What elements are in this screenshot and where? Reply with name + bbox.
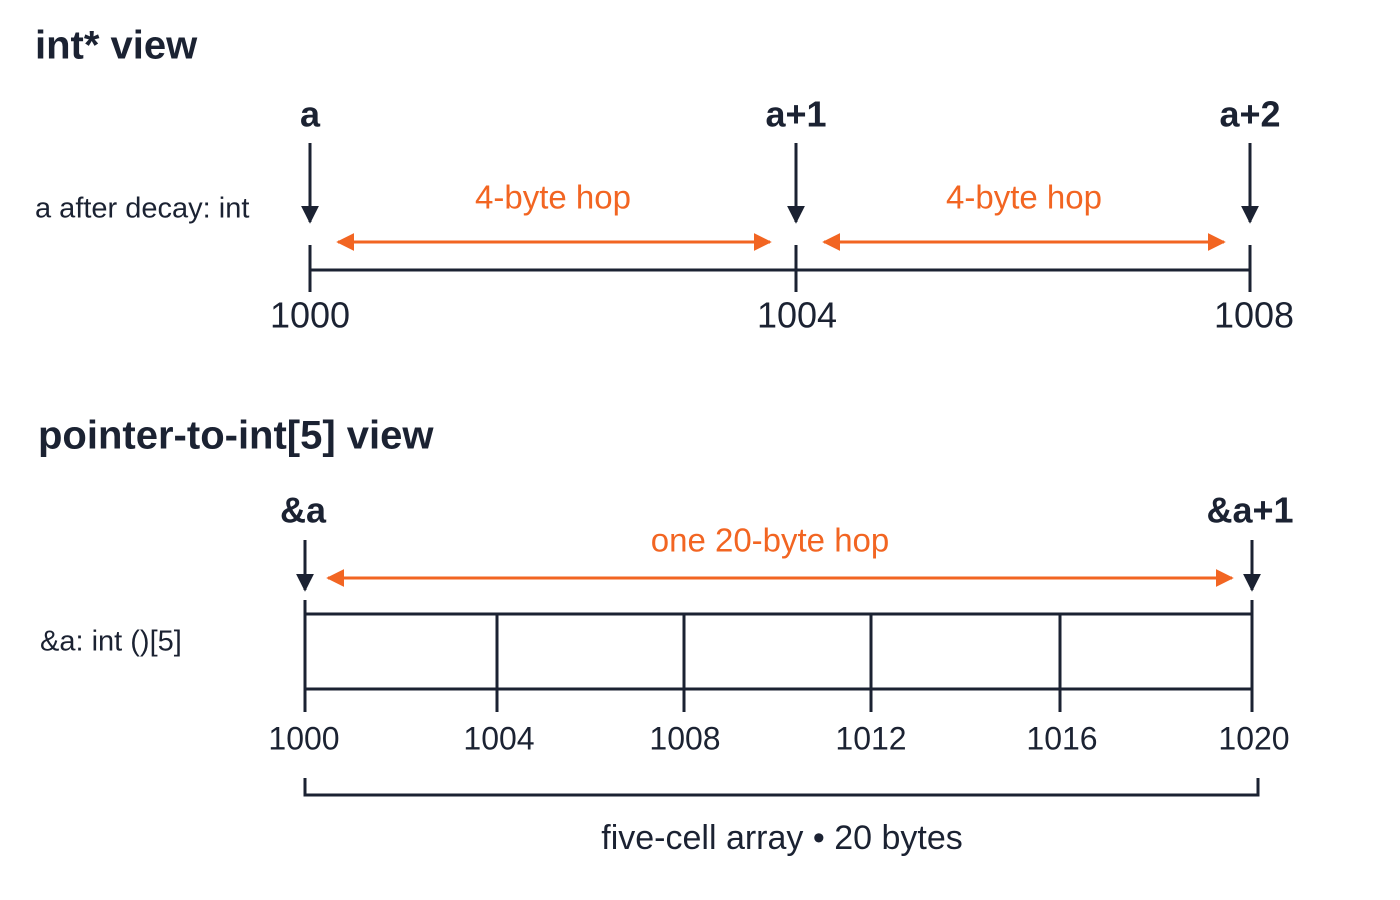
pointer-label: a+1	[765, 94, 826, 135]
bracket	[303, 778, 1260, 797]
pointer-label: a+2	[1219, 94, 1280, 135]
array-block	[303, 612, 1254, 691]
section-title: pointer-to-int[5] view	[38, 414, 434, 458]
hop-label: one 20-byte hop	[651, 522, 890, 559]
pointer-label: a	[300, 94, 321, 135]
type-label: &a: int ()[5]	[40, 626, 182, 658]
address-label: 1004	[757, 295, 837, 336]
hop-label: 4-byte hop	[946, 179, 1102, 216]
bracket-caption: five-cell array • 20 bytes	[601, 819, 962, 857]
address-label: 1016	[1026, 720, 1097, 756]
pointer-label: &a+1	[1206, 490, 1293, 531]
address-label: 1004	[463, 720, 534, 756]
address-label: 1008	[649, 720, 720, 756]
type-label: a after decay: int	[35, 193, 249, 225]
address-label: 1000	[268, 720, 339, 756]
section-title: int* view	[35, 24, 198, 68]
address-label: 1020	[1218, 720, 1289, 756]
pointer-label: &a	[280, 490, 327, 531]
address-label: 1000	[270, 295, 350, 336]
address-label: 1012	[835, 720, 906, 756]
address-label: 1008	[1214, 295, 1294, 336]
hop-label: 4-byte hop	[475, 179, 631, 216]
